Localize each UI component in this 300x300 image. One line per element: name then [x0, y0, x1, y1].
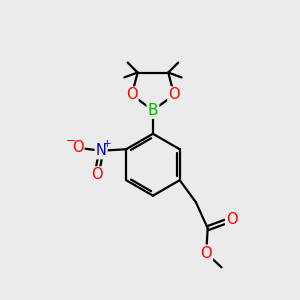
Text: O: O: [168, 87, 180, 102]
Text: O: O: [200, 246, 212, 261]
Text: O: O: [226, 212, 238, 227]
Text: O: O: [126, 87, 138, 102]
Text: +: +: [103, 139, 111, 149]
Text: −: −: [66, 134, 76, 147]
Text: O: O: [72, 140, 83, 155]
Text: B: B: [148, 103, 158, 118]
Text: N: N: [96, 143, 106, 158]
Text: O: O: [91, 167, 103, 182]
